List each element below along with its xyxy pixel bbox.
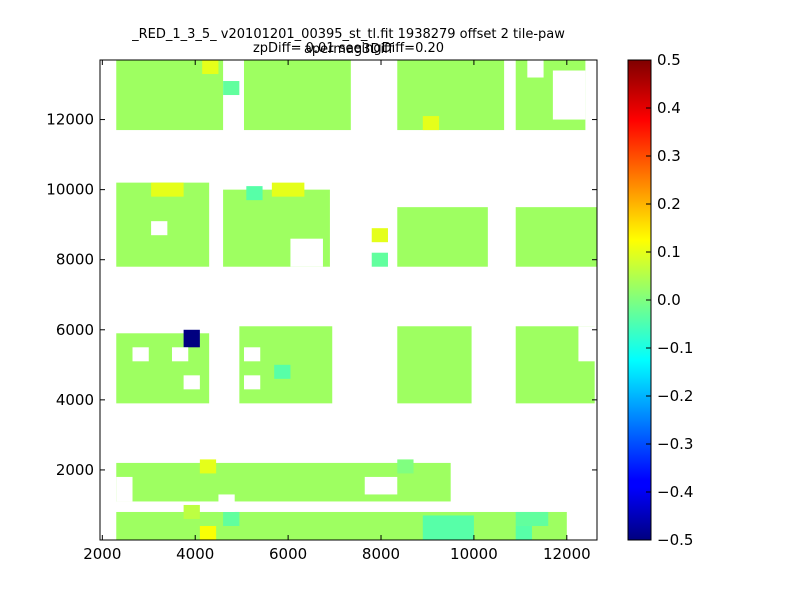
- heatmap-cell: [422, 116, 440, 131]
- colorbar-tick-label: 0.4: [657, 99, 681, 117]
- heatmap-empty-cell: [132, 347, 149, 362]
- x-tick-label: 6000: [269, 545, 307, 563]
- heatmap-cell: [183, 504, 200, 519]
- heatmap-cell: [397, 459, 414, 474]
- heatmap-empty-cell: [497, 347, 514, 362]
- x-axis: 2000 4000 6000 8000 10000 12000: [83, 60, 591, 563]
- heatmap-empty-cell: [527, 60, 544, 78]
- heatmap-cell: [422, 515, 474, 540]
- heatmap-cell: [271, 182, 305, 197]
- heatmap-cell: [397, 207, 488, 267]
- heatmap-empty-cell: [116, 476, 133, 502]
- y-axis: 2000 4000 6000 8000 10000 12000: [46, 111, 597, 479]
- chart-title: _RED_1_3_5_ v20101201_00395_st_tl.fit 19…: [132, 27, 565, 57]
- colorbar-tick-label: 0.5: [657, 51, 681, 69]
- y-tick-label: 8000: [56, 251, 94, 269]
- heatmap-empty-cell: [290, 238, 323, 267]
- heatmap-empty-cell: [151, 221, 168, 236]
- colorbar-tick-label: −0.4: [657, 483, 693, 501]
- heatmap-cell: [151, 182, 184, 197]
- heatmap-cell: [202, 60, 219, 75]
- heatmap-cell: [515, 511, 549, 526]
- x-tick-label: 4000: [176, 545, 214, 563]
- heatmap-empty-cell: [171, 347, 189, 362]
- heatmap-cell: [515, 525, 532, 540]
- colorbar-tick-label: 0.3: [657, 147, 681, 165]
- x-tick-label: 2000: [83, 545, 121, 563]
- x-tick-label: 10000: [450, 545, 498, 563]
- heatmap-empty-cell: [455, 476, 474, 495]
- colorbar-ticks: 0.5 0.4 0.3 0.2 0.1 0.0 −0.1 −0.2 −0.3 −0.4 −0.5: [646, 51, 693, 549]
- y-tick-label: 12000: [46, 111, 94, 129]
- y-tick-label: 2000: [56, 461, 94, 479]
- heatmap-cells: [116, 60, 597, 540]
- x-tick-label: 8000: [362, 545, 400, 563]
- heatmap-cell: [199, 525, 217, 540]
- heatmap-empty-cell: [243, 347, 261, 362]
- heatmap-empty-cell: [552, 70, 586, 120]
- colorbar-tick-label: −0.2: [657, 387, 693, 405]
- colorbar-tick-label: −0.3: [657, 435, 693, 453]
- y-tick-label: 6000: [56, 321, 94, 339]
- heatmap-cell: [515, 207, 597, 267]
- colorbar-tick-label: 0.0: [657, 291, 681, 309]
- heatmap-empty-cell: [218, 494, 235, 512]
- colorbar-tick-label: −0.5: [657, 531, 693, 549]
- colorbar: 0.5 0.4 0.3 0.2 0.1 0.0 −0.1 −0.2 −0.3 −0.4 −0.5: [627, 51, 693, 549]
- chart-subtitle: zpDiff= 0.01 seeingDiff=0.20: [252, 41, 445, 56]
- heatmap-cell: [223, 81, 240, 96]
- x-tick-label: 12000: [543, 545, 591, 563]
- heatmap-cell: [371, 252, 388, 267]
- heatmap-cell: [397, 60, 505, 131]
- heatmap-empty-cell: [243, 375, 261, 390]
- y-tick-label: 10000: [46, 181, 94, 199]
- heatmap-empty-cell: [364, 476, 398, 495]
- heatmap-cell: [274, 364, 291, 379]
- heatmap-cell: [199, 459, 217, 474]
- plot-frame: [99, 59, 598, 541]
- heatmap-cell: [243, 60, 351, 131]
- heatmap-empty-cell: [183, 375, 200, 390]
- heatmap-cell: [246, 186, 263, 201]
- colorbar-tick-label: 0.1: [657, 243, 681, 261]
- colorbar-tick-label: 0.2: [657, 195, 681, 213]
- heatmap-cell: [183, 329, 200, 348]
- heatmap-cell: [371, 228, 388, 243]
- heatmap-cell: [223, 511, 240, 526]
- colorbar-tick-label: −0.1: [657, 339, 693, 357]
- heatmap-empty-cell: [578, 326, 597, 362]
- heatmap-cell: [397, 326, 472, 404]
- y-tick-label: 4000: [56, 391, 94, 409]
